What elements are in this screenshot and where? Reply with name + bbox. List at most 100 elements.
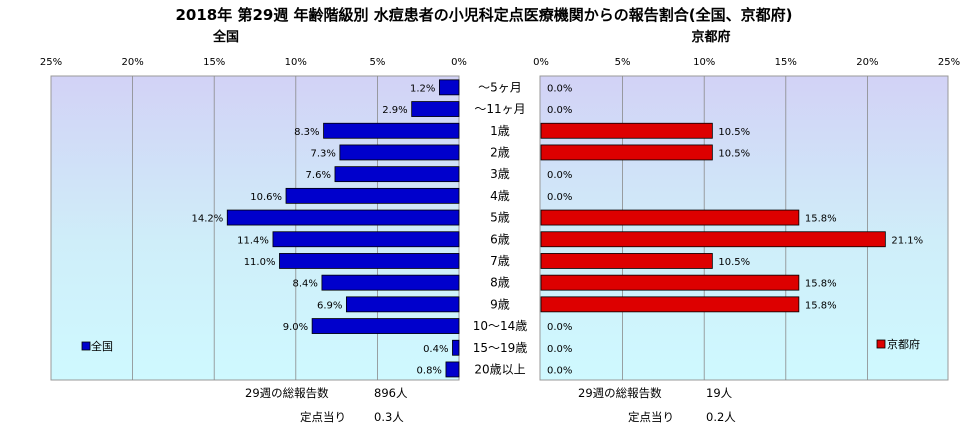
x-tick-label: 0% [451,57,467,68]
data-label-kyoto: 0.0% [547,192,572,203]
x-tick-label: 5% [369,57,385,68]
category-label: 8歳 [490,276,510,290]
x-tick-label: 10% [285,57,307,68]
bar-kyoto [540,296,800,313]
footer-kyoto-total-value: 19人 [706,386,733,400]
x-tick-label: 15% [203,57,225,68]
category-label: 6歳 [490,232,510,246]
plot-area-kyoto [539,75,949,381]
data-label-kyoto: 10.5% [718,127,750,138]
data-label-national: 11.0% [244,257,276,268]
x-tick-label: 15% [775,57,797,68]
category-label: ～11ヶ月 [474,102,525,116]
bar-national [452,339,460,356]
bar-national [323,122,460,139]
panel-title-national: 全国 [212,29,239,45]
footer-national-total-label: 29週の総報告数 [245,386,329,400]
bar-national [439,79,460,96]
data-label-kyoto: 0.0% [547,344,572,355]
data-label-national: 14.2% [191,214,223,225]
data-label-kyoto: 0.0% [547,365,572,376]
data-label-national: 2.9% [382,105,407,116]
bar-national [411,101,460,117]
legend-label-national: 全国 [91,339,113,353]
data-label-kyoto: 15.8% [805,214,837,225]
bar-kyoto [540,274,800,291]
data-label-national: 8.3% [294,127,319,138]
bar-kyoto [540,253,713,269]
bar-national [272,231,460,248]
footer-kyoto-per-value: 0.2人 [706,410,736,424]
data-label-national: 10.6% [250,192,282,203]
legend-kyoto: 京都府 [876,337,920,351]
x-tick-label: 20% [121,57,143,68]
legend-swatch-national [81,341,91,351]
legend-label-kyoto: 京都府 [887,337,920,351]
legend-swatch-kyoto [876,339,886,349]
x-axis-ticks-kyoto: 0% 5% 10% 15% 20% 25% [533,57,960,68]
data-label-national: 7.3% [310,148,335,159]
data-label-kyoto: 0.0% [547,170,572,181]
data-label-kyoto: 15.8% [805,300,837,311]
data-label-kyoto: 10.5% [718,257,750,268]
x-tick-label: 25% [40,57,62,68]
category-label: 5歳 [490,211,510,225]
data-label-kyoto: 0.0% [547,322,572,333]
data-label-national: 11.4% [237,235,269,246]
bar-national [334,166,460,183]
category-label: ～5ヶ月 [478,80,522,94]
x-tick-label: 10% [693,57,715,68]
bar-national [279,253,460,269]
bar-national [445,361,460,378]
data-label-national: 7.6% [306,170,331,181]
bar-kyoto [540,231,886,248]
footer-kyoto-total-label: 29週の総報告数 [578,386,662,400]
category-label: 2歳 [490,145,510,159]
x-tick-label: 20% [856,57,878,68]
category-label: 1歳 [490,124,510,138]
category-label: 4歳 [490,189,510,203]
data-label-national: 8.4% [293,279,318,290]
data-label-national: 9.0% [283,322,308,333]
bar-national [345,296,460,313]
bar-national [321,274,460,291]
category-label: 10～14歳 [473,319,528,333]
x-tick-label: 0% [533,57,549,68]
bar-national [285,187,460,204]
footer-national-total-value: 896人 [374,386,408,400]
footer-kyoto-per-label: 定点当り [628,410,674,424]
data-label-kyoto: 0.0% [547,83,572,94]
x-tick-label: 5% [615,57,631,68]
legend-national: 全国 [81,339,113,353]
category-label: 7歳 [490,254,510,268]
data-label-kyoto: 10.5% [718,148,750,159]
category-label: 15～19歳 [473,341,528,355]
category-label: 9歳 [490,297,510,311]
x-axis-ticks-national: 0% 5% 10% 15% 20% 25% [40,57,467,68]
category-labels: ～5ヶ月 ～11ヶ月 1歳 2歳 3歳 4歳 5歳 6歳 7歳 8歳 9歳 10～14歳 15～19歳 2… [473,80,528,376]
bar-kyoto [540,209,800,226]
bar-kyoto [540,144,713,161]
x-tick-label: 25% [938,57,960,68]
data-label-national: 6.9% [317,300,342,311]
data-label-national: 0.4% [423,344,448,355]
chart-title: 2018年 第29週 年齢階級別 水痘患者の小児科定点医療機関からの報告割合(全… [175,6,792,24]
bar-national [339,144,460,161]
bars-kyoto: 0.0% 0.0% 10.5% 10.5% 0.0% 0.0% 15.8% 21.1% 10.5… [540,83,923,376]
bar-kyoto [540,122,713,139]
data-label-national: 0.8% [417,365,442,376]
data-label-national: 1.2% [410,83,435,94]
data-label-kyoto: 0.0% [547,105,572,116]
category-label: 3歳 [490,167,510,181]
panel-title-kyoto: 京都府 [691,29,730,45]
footer-national-per-value: 0.3人 [374,410,404,424]
bars-national: 1.2%2.9% 8.3% 7.3% 7.6% 10.6% 14.2% 11.4% 11.0%… [191,79,460,378]
data-label-kyoto: 21.1% [891,235,923,246]
footer-national-per-label: 定点当り [300,410,346,424]
category-label: 20歳以上 [474,362,525,376]
plot-area-national [50,75,460,381]
bar-national [311,318,460,334]
bar-national [226,209,460,226]
